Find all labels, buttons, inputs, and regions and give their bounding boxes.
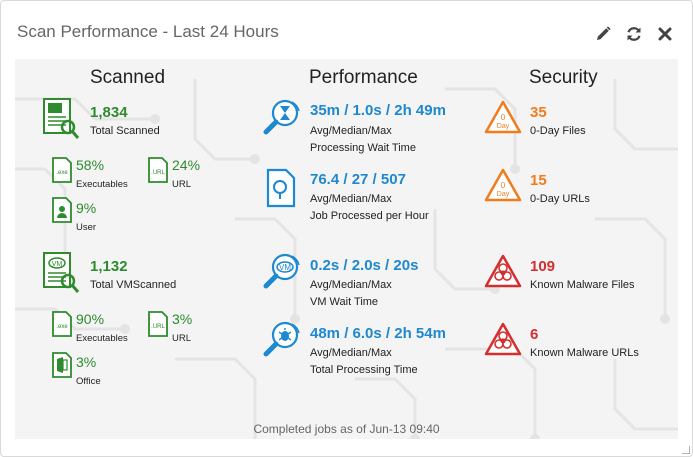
total-processing-value: 48m / 6.0s / 2h 54m xyxy=(310,325,446,342)
svg-text:0: 0 xyxy=(501,181,506,190)
biohazard-icon xyxy=(484,254,522,288)
zero-day-urls-value: 15 xyxy=(530,172,547,189)
malware-files-label: Known Malware Files xyxy=(530,279,635,291)
svg-text:.exe: .exe xyxy=(56,324,68,330)
svg-text:Day: Day xyxy=(497,123,510,130)
malware-urls-value: 6 xyxy=(530,326,539,343)
performance-title: Performance xyxy=(309,67,418,88)
close-icon[interactable] xyxy=(656,25,674,43)
user-file-icon xyxy=(52,197,72,223)
office-label: Office xyxy=(76,376,101,387)
processing-wait-line2: Processing Wait Time xyxy=(310,142,416,154)
pencil-icon[interactable] xyxy=(594,25,612,43)
vm-executables-pct: 90% xyxy=(76,311,105,327)
report-document-icon xyxy=(43,98,80,139)
resize-handle-icon[interactable] xyxy=(682,446,690,454)
zero-day-url-warning-icon: 0 Day xyxy=(484,168,522,202)
office-file-icon xyxy=(52,352,72,378)
svg-text:.exe: .exe xyxy=(56,170,68,176)
total-processing-line1: Avg/Median/Max xyxy=(310,347,392,359)
widget-header: Scan Performance - Last 24 Hours xyxy=(1,1,692,59)
vm-scanned-value: 1,132 xyxy=(90,258,128,275)
office-pct: 3% xyxy=(76,354,97,370)
completed-jobs-footer: Completed jobs as of Jun-13 09:40 xyxy=(253,422,440,436)
vm-document-icon: VM xyxy=(43,252,80,293)
svg-text:.URL: .URL xyxy=(151,170,165,176)
svg-text:VM: VM xyxy=(279,263,291,272)
total-processing-line2: Total Processing Time xyxy=(310,364,418,376)
vm-executables-label: Executables xyxy=(76,333,128,344)
jobs-per-hour-value: 76.4 / 27 / 507 xyxy=(310,171,406,188)
user-pct: 9% xyxy=(76,200,97,216)
scanned-title: Scanned xyxy=(90,67,166,88)
vm-url-label: URL xyxy=(172,333,192,344)
vm-scanned-label: Total VMScanned xyxy=(90,279,177,291)
bug-search-icon xyxy=(263,321,300,357)
jobs-per-hour-line2: Job Processed per Hour xyxy=(310,210,429,222)
vm-url-file-icon: .URL xyxy=(148,311,168,337)
url-pct: 24% xyxy=(172,157,201,173)
zero-day-warning-icon: 0 Day xyxy=(484,100,522,134)
url-label: URL xyxy=(172,179,192,190)
total-scanned-value: 1,834 xyxy=(90,104,128,121)
exe-file-icon: .exe xyxy=(52,157,72,183)
vm-search-icon: VM xyxy=(263,253,300,289)
user-label: User xyxy=(76,222,97,233)
executables-pct: 58% xyxy=(76,157,105,173)
hourglass-search-icon xyxy=(263,99,300,135)
svg-text:.URL: .URL xyxy=(151,324,165,330)
security-title: Security xyxy=(529,67,598,88)
vm-wait-value: 0.2s / 2.0s / 20s xyxy=(310,257,419,274)
widget-title: Scan Performance - Last 24 Hours xyxy=(17,22,279,41)
zero-day-urls-label: 0-Day URLs xyxy=(530,193,590,205)
vm-exe-file-icon: .exe xyxy=(52,311,72,337)
processing-wait-value: 35m / 1.0s / 2h 49m xyxy=(310,102,446,119)
zero-day-files-value: 35 xyxy=(530,104,547,121)
vm-wait-line1: Avg/Median/Max xyxy=(310,279,392,291)
url-file-icon: .URL xyxy=(148,157,168,183)
malware-urls-label: Known Malware URLs xyxy=(530,347,639,359)
total-scanned-label: Total Scanned xyxy=(90,125,160,137)
vm-wait-line2: VM Wait Time xyxy=(310,296,379,308)
malware-files-value: 109 xyxy=(530,258,556,275)
biohazard-url-icon xyxy=(484,322,522,356)
processing-wait-line1: Avg/Median/Max xyxy=(310,125,392,137)
widget-body: Scanned Performance Security 1,834 Total… xyxy=(15,59,678,439)
job-document-icon xyxy=(266,168,296,208)
executables-label: Executables xyxy=(76,179,128,190)
zero-day-files-label: 0-Day Files xyxy=(530,125,586,137)
jobs-per-hour-line1: Avg/Median/Max xyxy=(310,193,392,205)
svg-text:Day: Day xyxy=(497,191,510,198)
svg-text:0: 0 xyxy=(501,113,506,122)
refresh-icon[interactable] xyxy=(625,25,643,43)
vm-url-pct: 3% xyxy=(172,311,193,327)
svg-text:VM: VM xyxy=(52,261,63,268)
